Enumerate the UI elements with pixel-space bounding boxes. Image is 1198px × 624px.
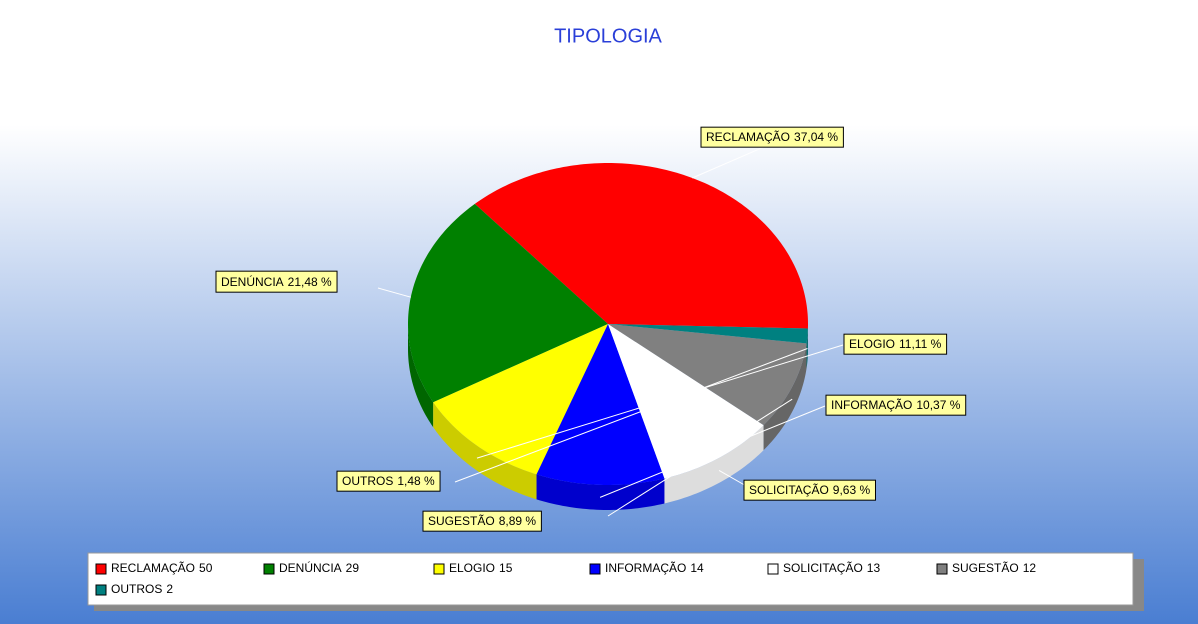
data-label-value: 1,48 % xyxy=(397,474,435,488)
data-label-box xyxy=(825,394,967,416)
legend-category: SOLICITAÇÃO xyxy=(783,561,863,575)
legend-label: SOLICITAÇÃO 13 xyxy=(783,561,880,575)
legend-category: RECLAMAÇÃO xyxy=(111,561,195,575)
pie-sides xyxy=(408,324,808,510)
pie-slice xyxy=(408,203,608,403)
pie-slice-side xyxy=(664,425,764,504)
legend-swatch xyxy=(589,563,601,575)
pie-slice-side xyxy=(536,474,665,510)
pie-top xyxy=(408,163,808,485)
data-label: SUGESTÃO 8,89 % xyxy=(422,510,542,532)
legend-category: SUGESTÃO xyxy=(952,561,1019,575)
legend-label: OUTROS 2 xyxy=(111,582,173,596)
legend-label: INFORMAÇÃO 14 xyxy=(605,561,704,575)
data-label-category: ELOGIO xyxy=(849,337,895,351)
data-label: ELOGIO 11,11 % xyxy=(843,333,948,355)
leader-line xyxy=(377,287,411,298)
data-label-category: RECLAMAÇÃO xyxy=(706,130,790,144)
leader-line xyxy=(599,405,826,498)
pie-slice-side xyxy=(433,402,537,500)
legend-count: 2 xyxy=(166,582,173,596)
data-label-box xyxy=(336,470,441,492)
data-label: INFORMAÇÃO 10,37 % xyxy=(825,394,967,416)
data-label-text: INFORMAÇÃO 10,37 % xyxy=(831,398,961,412)
legend-swatch xyxy=(767,563,779,575)
data-label-value: 37,04 % xyxy=(794,130,838,144)
data-label: SOLICITAÇÃO 9,63 % xyxy=(743,479,876,501)
data-label-box xyxy=(700,126,844,148)
data-label-text: OUTROS 1,48 % xyxy=(342,474,435,488)
legend-category: INFORMAÇÃO xyxy=(605,561,686,575)
data-label-box xyxy=(743,479,876,501)
legend-category: ELOGIO xyxy=(449,561,495,575)
data-label-category: INFORMAÇÃO xyxy=(831,398,912,412)
legend-count: 12 xyxy=(1023,561,1037,575)
legend-swatch xyxy=(95,563,107,575)
pie-slice xyxy=(608,324,808,344)
data-label-box xyxy=(843,333,948,355)
data-label-category: SOLICITAÇÃO xyxy=(749,483,829,497)
legend xyxy=(87,552,1134,606)
legend-label: DENÚNCIA 29 xyxy=(279,560,359,575)
legend-count: 50 xyxy=(199,561,213,575)
leader-line xyxy=(607,398,793,517)
legend-count: 14 xyxy=(690,561,704,575)
data-label: OUTROS 1,48 % xyxy=(336,470,441,492)
legend-swatch xyxy=(95,584,107,596)
legend-label: SUGESTÃO 12 xyxy=(952,561,1036,575)
pie-slice xyxy=(433,324,608,475)
legend-category: OUTROS xyxy=(111,582,162,596)
data-label-text: SUGESTÃO 8,89 % xyxy=(428,514,536,528)
pie-slice xyxy=(608,324,807,426)
pie-slice xyxy=(608,324,764,479)
data-label-box xyxy=(422,510,542,532)
data-label-text: ELOGIO 11,11 % xyxy=(849,337,942,351)
chart-title: TIPOLOGIA xyxy=(554,25,662,47)
data-label-text: DENÚNCIA 21,48 % xyxy=(221,274,332,289)
data-label: RECLAMAÇÃO 37,04 % xyxy=(700,126,844,148)
data-label-category: OUTROS xyxy=(342,474,393,488)
pie-slice-side xyxy=(408,324,434,428)
data-label-category: DENÚNCIA xyxy=(221,274,284,289)
data-label-text: RECLAMAÇÃO 37,04 % xyxy=(706,130,838,144)
leader-line xyxy=(454,348,808,483)
legend-label: ELOGIO 15 xyxy=(449,561,513,575)
data-label-value: 8,89 % xyxy=(499,514,537,528)
data-label-value: 9,63 % xyxy=(833,483,871,497)
pie-slice xyxy=(536,324,665,485)
data-label-value: 11,11 % xyxy=(899,337,942,351)
legend-swatch xyxy=(263,563,275,575)
legend-category: DENÚNCIA xyxy=(279,560,342,575)
pie-slice-side xyxy=(763,343,807,451)
legend-count: 29 xyxy=(346,561,360,575)
data-label-text: SOLICITAÇÃO 9,63 % xyxy=(749,483,870,497)
legend-label: RECLAMAÇÃO 50 xyxy=(111,561,213,575)
data-label-value: 10,37 % xyxy=(916,398,960,412)
legend-count: 13 xyxy=(867,561,881,575)
data-label: DENÚNCIA 21,48 % xyxy=(215,270,338,293)
data-label-box xyxy=(215,270,338,293)
pie-slice xyxy=(474,163,808,329)
legend-swatch xyxy=(936,563,948,575)
leader-line xyxy=(476,344,844,459)
data-label-category: SUGESTÃO xyxy=(428,514,495,528)
data-label-value: 21,48 % xyxy=(288,275,332,289)
legend-count: 15 xyxy=(499,561,513,575)
legend-swatch xyxy=(433,563,445,575)
